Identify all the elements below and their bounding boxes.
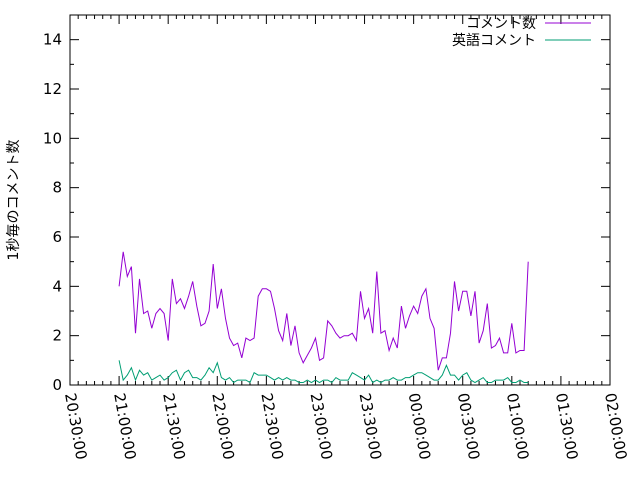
x-tick-label: 00:30:00 [454, 392, 483, 461]
plot-frame [69, 14, 611, 386]
legend-label: 英語コメント [452, 32, 536, 49]
axis-ticks: 0 2 4 6 8 10 12 14 20:30:00 21:00:00 21:30:00 22:00… [43, 15, 630, 461]
y-tick-label: 4 [52, 277, 62, 295]
x-tick-label: 01:30:00 [552, 392, 581, 461]
x-tick-label: 21:30:00 [159, 392, 188, 461]
x-tick-label: 22:00:00 [208, 392, 237, 461]
y-tick-label: 12 [43, 80, 62, 98]
x-tick-label: 21:00:00 [110, 392, 139, 461]
legend-label: コメント数 [466, 16, 536, 32]
y-axis-label: 1秒毎のコメント数 [6, 140, 22, 261]
series-line-1 [118, 251, 529, 371]
y-tick-label: 2 [52, 327, 62, 345]
y-tick-label: 6 [52, 228, 62, 246]
series-line-2 [118, 360, 529, 384]
x-tick-label: 20:30:00 [61, 392, 90, 461]
x-tick-label: 02:00:00 [601, 392, 630, 461]
y-tick-label: 0 [52, 376, 62, 394]
x-tick-label: 01:00:00 [503, 392, 532, 461]
x-tick-label: 00:00:00 [405, 392, 434, 461]
y-tick-label: 8 [52, 179, 62, 197]
y-tick-label: 14 [43, 31, 62, 49]
x-tick-label: 23:30:00 [356, 392, 385, 461]
series-lines [118, 251, 529, 384]
x-tick-label: 23:00:00 [307, 392, 336, 461]
x-tick-label: 22:30:00 [257, 392, 286, 461]
y-tick-label: 10 [43, 129, 62, 147]
